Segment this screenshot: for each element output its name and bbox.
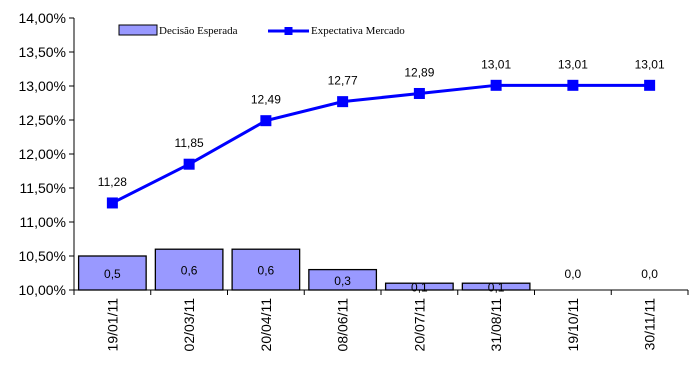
bar-label: 0,1 bbox=[411, 281, 428, 295]
x-tick-label: 19/10/11 bbox=[565, 298, 581, 352]
point-label: 12,77 bbox=[328, 74, 358, 88]
line-point bbox=[106, 197, 118, 209]
y-axis: 10,00% 10,50% 11,00% 11,50% 12,00% 12,50% 13,0… bbox=[19, 10, 75, 298]
x-tick-label: 31/08/11 bbox=[488, 298, 504, 352]
series-line bbox=[111, 83, 650, 205]
legend-label-line: Expectativa Mercado bbox=[311, 25, 405, 37]
line-point bbox=[567, 79, 579, 91]
x-tick-label: 08/06/11 bbox=[335, 298, 351, 352]
x-tick-label: 19/01/11 bbox=[104, 298, 120, 352]
x-tick-label: 30/11/11 bbox=[642, 298, 658, 351]
y-tick-label: 13,50% bbox=[19, 44, 66, 60]
y-tick-label: 12,50% bbox=[19, 112, 66, 128]
legend-swatch-bar bbox=[118, 24, 158, 36]
y-tick-label: 14,00% bbox=[19, 10, 66, 26]
bar-label: 0,6 bbox=[258, 264, 275, 278]
legend-marker bbox=[284, 27, 293, 35]
y-tick-label: 10,00% bbox=[19, 282, 66, 298]
line-point bbox=[260, 115, 272, 127]
bar-label: 0,5 bbox=[104, 267, 121, 281]
bar-label: 0,0 bbox=[641, 267, 658, 281]
line-series: 11,28 11,85 12,49 12,77 12,89 13,01 13,01 13,01 bbox=[98, 57, 665, 209]
y-tick-label: 10,50% bbox=[19, 248, 66, 264]
point-label: 13,01 bbox=[481, 57, 511, 71]
bar-label: 0,6 bbox=[181, 264, 198, 278]
line-point bbox=[413, 87, 425, 99]
y-tick-label: 12,00% bbox=[19, 146, 66, 162]
point-label: 12,89 bbox=[404, 65, 434, 79]
legend-label-bar: Decisão Esperada bbox=[159, 25, 238, 37]
point-label: 11,85 bbox=[175, 136, 204, 150]
line-point bbox=[183, 158, 195, 170]
x-tick-label: 20/04/11 bbox=[258, 298, 274, 352]
x-tick-label: 02/03/11 bbox=[181, 298, 197, 352]
bar-series: 0,5 0,6 0,6 0,3 0,1 0,1 0,0 0,0 bbox=[77, 248, 658, 295]
point-label: 11,28 bbox=[98, 175, 127, 189]
line-point bbox=[490, 79, 502, 91]
bar-label: 0,3 bbox=[334, 274, 351, 288]
y-tick-label: 11,50% bbox=[20, 180, 66, 196]
y-tick-label: 13,00% bbox=[19, 78, 66, 94]
point-label: 13,01 bbox=[635, 57, 665, 71]
x-tick-label: 20/07/11 bbox=[411, 298, 427, 352]
bar bbox=[154, 248, 224, 291]
line-point bbox=[644, 79, 656, 91]
point-label: 13,01 bbox=[558, 57, 588, 71]
point-label: 12,49 bbox=[251, 93, 281, 107]
bar bbox=[77, 255, 147, 291]
bar-label: 0,1 bbox=[488, 281, 505, 295]
legend: Decisão Esperada Expectativa Mercado bbox=[118, 24, 405, 37]
y-tick-label: 11,00% bbox=[20, 214, 66, 230]
bar-label: 0,0 bbox=[565, 267, 582, 281]
line-point bbox=[337, 96, 349, 108]
x-axis: 19/01/11 02/03/11 20/04/11 08/06/11 20/07/11… bbox=[73, 289, 689, 352]
